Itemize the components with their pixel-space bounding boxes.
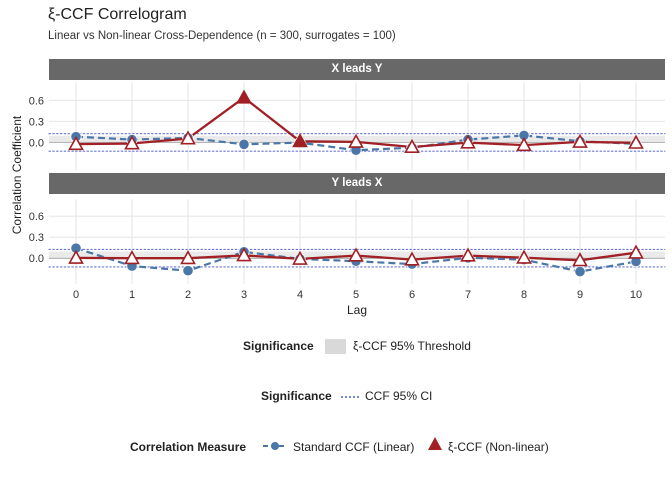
svg-text:0: 0 xyxy=(73,289,79,301)
svg-text:2: 2 xyxy=(185,289,191,301)
svg-text:Lag: Lag xyxy=(347,303,367,317)
svg-text:0.6: 0.6 xyxy=(29,211,44,223)
svg-text:0.3: 0.3 xyxy=(29,116,44,128)
svg-text:0.0: 0.0 xyxy=(29,253,44,265)
svg-text:4: 4 xyxy=(297,289,303,301)
svg-text:1: 1 xyxy=(129,289,135,301)
svg-text:5: 5 xyxy=(353,289,359,301)
svg-text:7: 7 xyxy=(465,289,471,301)
svg-text:6: 6 xyxy=(409,289,415,301)
svg-text:8: 8 xyxy=(521,289,527,301)
svg-text:9: 9 xyxy=(577,289,583,301)
svg-text:0.6: 0.6 xyxy=(29,95,44,107)
svg-text:10: 10 xyxy=(630,289,642,301)
svg-text:0.3: 0.3 xyxy=(29,232,44,244)
svg-text:0.0: 0.0 xyxy=(29,137,44,149)
svg-text:3: 3 xyxy=(241,289,247,301)
